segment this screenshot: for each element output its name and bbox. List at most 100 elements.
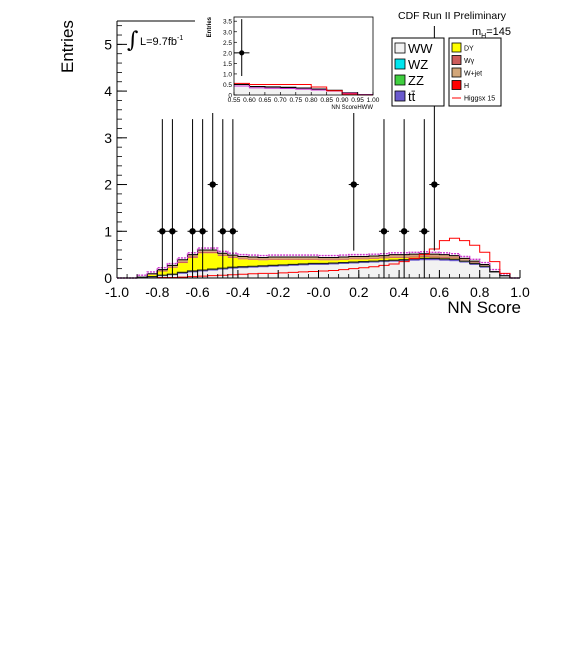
inset-signal-line <box>234 82 373 96</box>
stack-bin-DY-12 <box>237 259 249 267</box>
stack-bin-DY-17 <box>288 259 299 265</box>
stack-bin-WW-29 <box>409 260 420 278</box>
stack-bin-tt-21 <box>328 263 339 265</box>
stack-bin-Wjet-32 <box>439 255 450 257</box>
x-tick-label-10: 1.0 <box>510 284 530 300</box>
stack-bin-WW-37 <box>489 272 501 278</box>
stack-bin-Wjet-29 <box>409 254 420 257</box>
x-tick-label-0: -1.0 <box>105 284 129 300</box>
stack-bin-Wgamma-24 <box>358 258 370 260</box>
stack-bin-WW-31 <box>429 260 440 278</box>
stack-bin-Wjet-23 <box>348 256 360 259</box>
inset-x-tick-label-8: 0.95 <box>351 97 364 104</box>
stack-bin-tt-9 <box>207 269 219 271</box>
data-point-1 <box>169 228 176 235</box>
x-tick-label-5: -0.0 <box>306 284 330 300</box>
stack-bin-Wjet-13 <box>247 256 259 259</box>
stack-bin-Wgamma-13 <box>247 258 259 260</box>
inset-uncertainty <box>234 85 373 96</box>
stack-bin-Wjet-25 <box>368 256 380 258</box>
stack-bin-WW-14 <box>258 267 269 278</box>
data-point-7 <box>350 181 357 188</box>
stack-bin-tt-17 <box>288 264 299 266</box>
stack-bin-WW-24 <box>358 263 370 278</box>
inset-x-title: NN ScoreHWW <box>331 105 373 111</box>
legend-swatch-1 <box>394 58 406 70</box>
stack-bin-Wgamma-25 <box>368 257 380 259</box>
legend-r-label-0: DY <box>464 46 474 53</box>
stack-bin-tt-14 <box>258 266 269 268</box>
inset-x-tick-label-4: 0.75 <box>289 97 302 104</box>
main-axes: -1.0 -0.8 -0.6 -0.4 -0.2 -0.0 0.2 0.4 0.6 0.8 1.00… <box>104 20 530 300</box>
x-tick-label-6: 0.2 <box>349 284 369 300</box>
stack-bin-Wjet-33 <box>449 256 460 258</box>
inset-y-tick-label-5: 2.5 <box>223 40 232 47</box>
stack-bin-DY-18 <box>298 259 309 264</box>
stack-bin-Wgamma-19 <box>308 258 319 260</box>
stack-bin-DY-20 <box>318 260 329 264</box>
stack-bin-Wgamma-32 <box>439 256 450 258</box>
stack-bin-WW-36 <box>479 267 491 278</box>
stack-bin-Wjet-22 <box>338 256 350 259</box>
legend-r-swatch-3 <box>451 80 462 90</box>
stack-bin-WW-22 <box>338 263 350 278</box>
inset-bkg-bin-5 <box>311 89 327 95</box>
stack-bin-DY-9 <box>207 253 219 270</box>
stack-bin-tt-29 <box>409 259 420 261</box>
data-point-10 <box>421 228 428 235</box>
stack-bin-tt-18 <box>298 264 309 266</box>
mass-label: mH=145 <box>472 26 511 40</box>
stack-bin-tt-13 <box>247 266 259 268</box>
stack-bin-Wjet-34 <box>459 258 470 261</box>
stack-bin-DY-23 <box>348 259 360 263</box>
stack-bin-Wgamma-9 <box>207 251 219 254</box>
y-tick-label-3: 3 <box>104 130 112 146</box>
stack-bin-tt-23 <box>348 262 360 264</box>
chart-header: CDF Run II Preliminary <box>398 10 507 22</box>
x-tick-label-7: 0.4 <box>389 284 409 300</box>
stack-bin-WW-33 <box>449 261 460 278</box>
inset-y-tick-label-4: 2.0 <box>223 50 232 57</box>
legend-label-2: ZZ <box>408 73 424 88</box>
stack-bin-WW-13 <box>247 267 259 278</box>
stack-bin-WW-25 <box>368 262 380 278</box>
stack-bin-WW-9 <box>207 270 219 278</box>
stack-bin-WW-6 <box>177 273 188 278</box>
stack-bin-tt-32 <box>439 259 450 261</box>
header-box <box>388 20 516 24</box>
stack-bin-Wjet-12 <box>237 256 249 259</box>
inset-y-tick-label-2: 1.0 <box>223 71 232 78</box>
stack-bin-Wgamma-29 <box>409 256 420 258</box>
stack-outline <box>117 249 520 279</box>
stack-bin-WW-34 <box>459 262 470 278</box>
stack-bin-WW-16 <box>278 266 289 278</box>
stack-bin-Wjet-19 <box>308 256 319 259</box>
stack-bin-tt-12 <box>237 267 249 269</box>
integral-symbol: ∫ <box>127 28 139 53</box>
inset-y-tick-label-6: 3.0 <box>223 29 232 36</box>
stack-bin-Wjet-31 <box>429 254 440 257</box>
inset-data-point-0 <box>239 50 245 56</box>
legend-r-swatch-2 <box>451 67 462 78</box>
legend-right: DY Wγ W+jet H Higgsx 15 <box>448 37 502 107</box>
stack-bin-Wgamma-23 <box>348 258 360 260</box>
data-points <box>157 25 440 278</box>
stack-bin-WW-35 <box>469 264 480 278</box>
y-tick-label-2: 2 <box>104 177 112 193</box>
stack-bin-DY-25 <box>368 258 380 262</box>
inset-x-tick-label-1: 0.60 <box>243 97 256 104</box>
stack-bin-Wgamma-15 <box>268 258 279 260</box>
inset-y-tick-label-0: 0 <box>228 93 232 100</box>
stack-bin-Wjet-9 <box>207 249 219 252</box>
ww-top-line <box>117 257 520 279</box>
inset-x-tick-label-5: 0.80 <box>305 97 318 104</box>
stack-bin-Wjet-16 <box>278 256 289 259</box>
legend-r-label-1: Wγ <box>464 58 475 65</box>
stack-bin-Wgamma-17 <box>288 258 299 260</box>
stack-bin-tt-27 <box>389 260 400 262</box>
stack-bin-WW-32 <box>439 260 450 278</box>
inset-bkg-bin-4 <box>295 88 312 95</box>
stack-bin-tt-24 <box>358 262 370 264</box>
x-tick-label-1: -0.8 <box>145 284 169 300</box>
